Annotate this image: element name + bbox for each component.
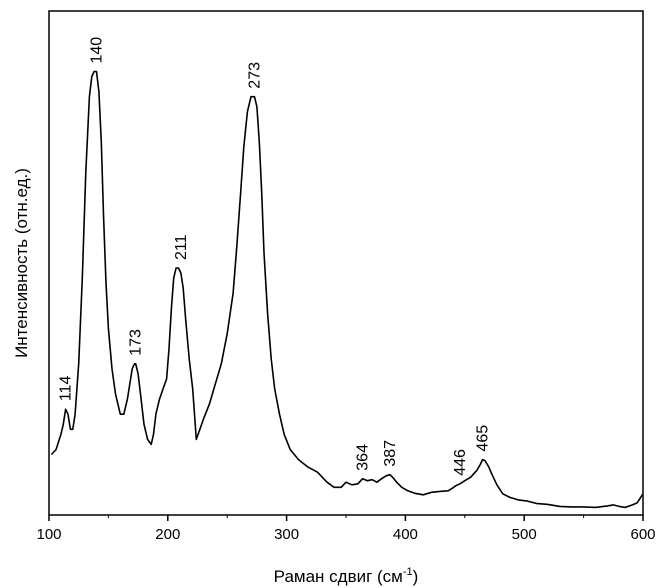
x-tick-label-500: 500 (512, 526, 537, 543)
plot-frame (48, 10, 644, 516)
y-axis-label: Интенсивность (отн.ед.) (12, 168, 31, 358)
peak-label-465: 465 (475, 425, 492, 452)
x-tick-label-100: 100 (36, 526, 61, 543)
x-axis-ticks (48, 515, 644, 521)
x-tick-label-400: 400 (393, 526, 418, 543)
x-axis-label-close: ) (413, 567, 419, 586)
peak-label-114: 114 (58, 376, 75, 402)
x-axis-label-superscript: -1 (403, 566, 413, 578)
peak-label-211: 211 (173, 234, 190, 260)
x-tick-label-600: 600 (630, 526, 655, 543)
peak-label-140: 140 (89, 37, 106, 64)
spectrum-line (50, 70, 644, 509)
x-axis-tick-labels: 100 200 300 400 500 600 (36, 526, 655, 543)
x-tick-label-300: 300 (274, 526, 299, 543)
x-tick-label-200: 200 (155, 526, 180, 543)
peak-label-173: 173 (128, 329, 145, 356)
peak-label-273: 273 (247, 62, 264, 89)
peak-labels: 114 140 173 211 273 364 387 446 465 (58, 37, 492, 476)
peak-label-446: 446 (452, 449, 469, 476)
peak-label-364: 364 (355, 444, 372, 471)
x-axis-label-main: Раман сдвиг (см (274, 567, 403, 586)
x-axis-label: Раман сдвиг (см-1) (274, 566, 419, 586)
peak-label-387: 387 (382, 440, 399, 467)
